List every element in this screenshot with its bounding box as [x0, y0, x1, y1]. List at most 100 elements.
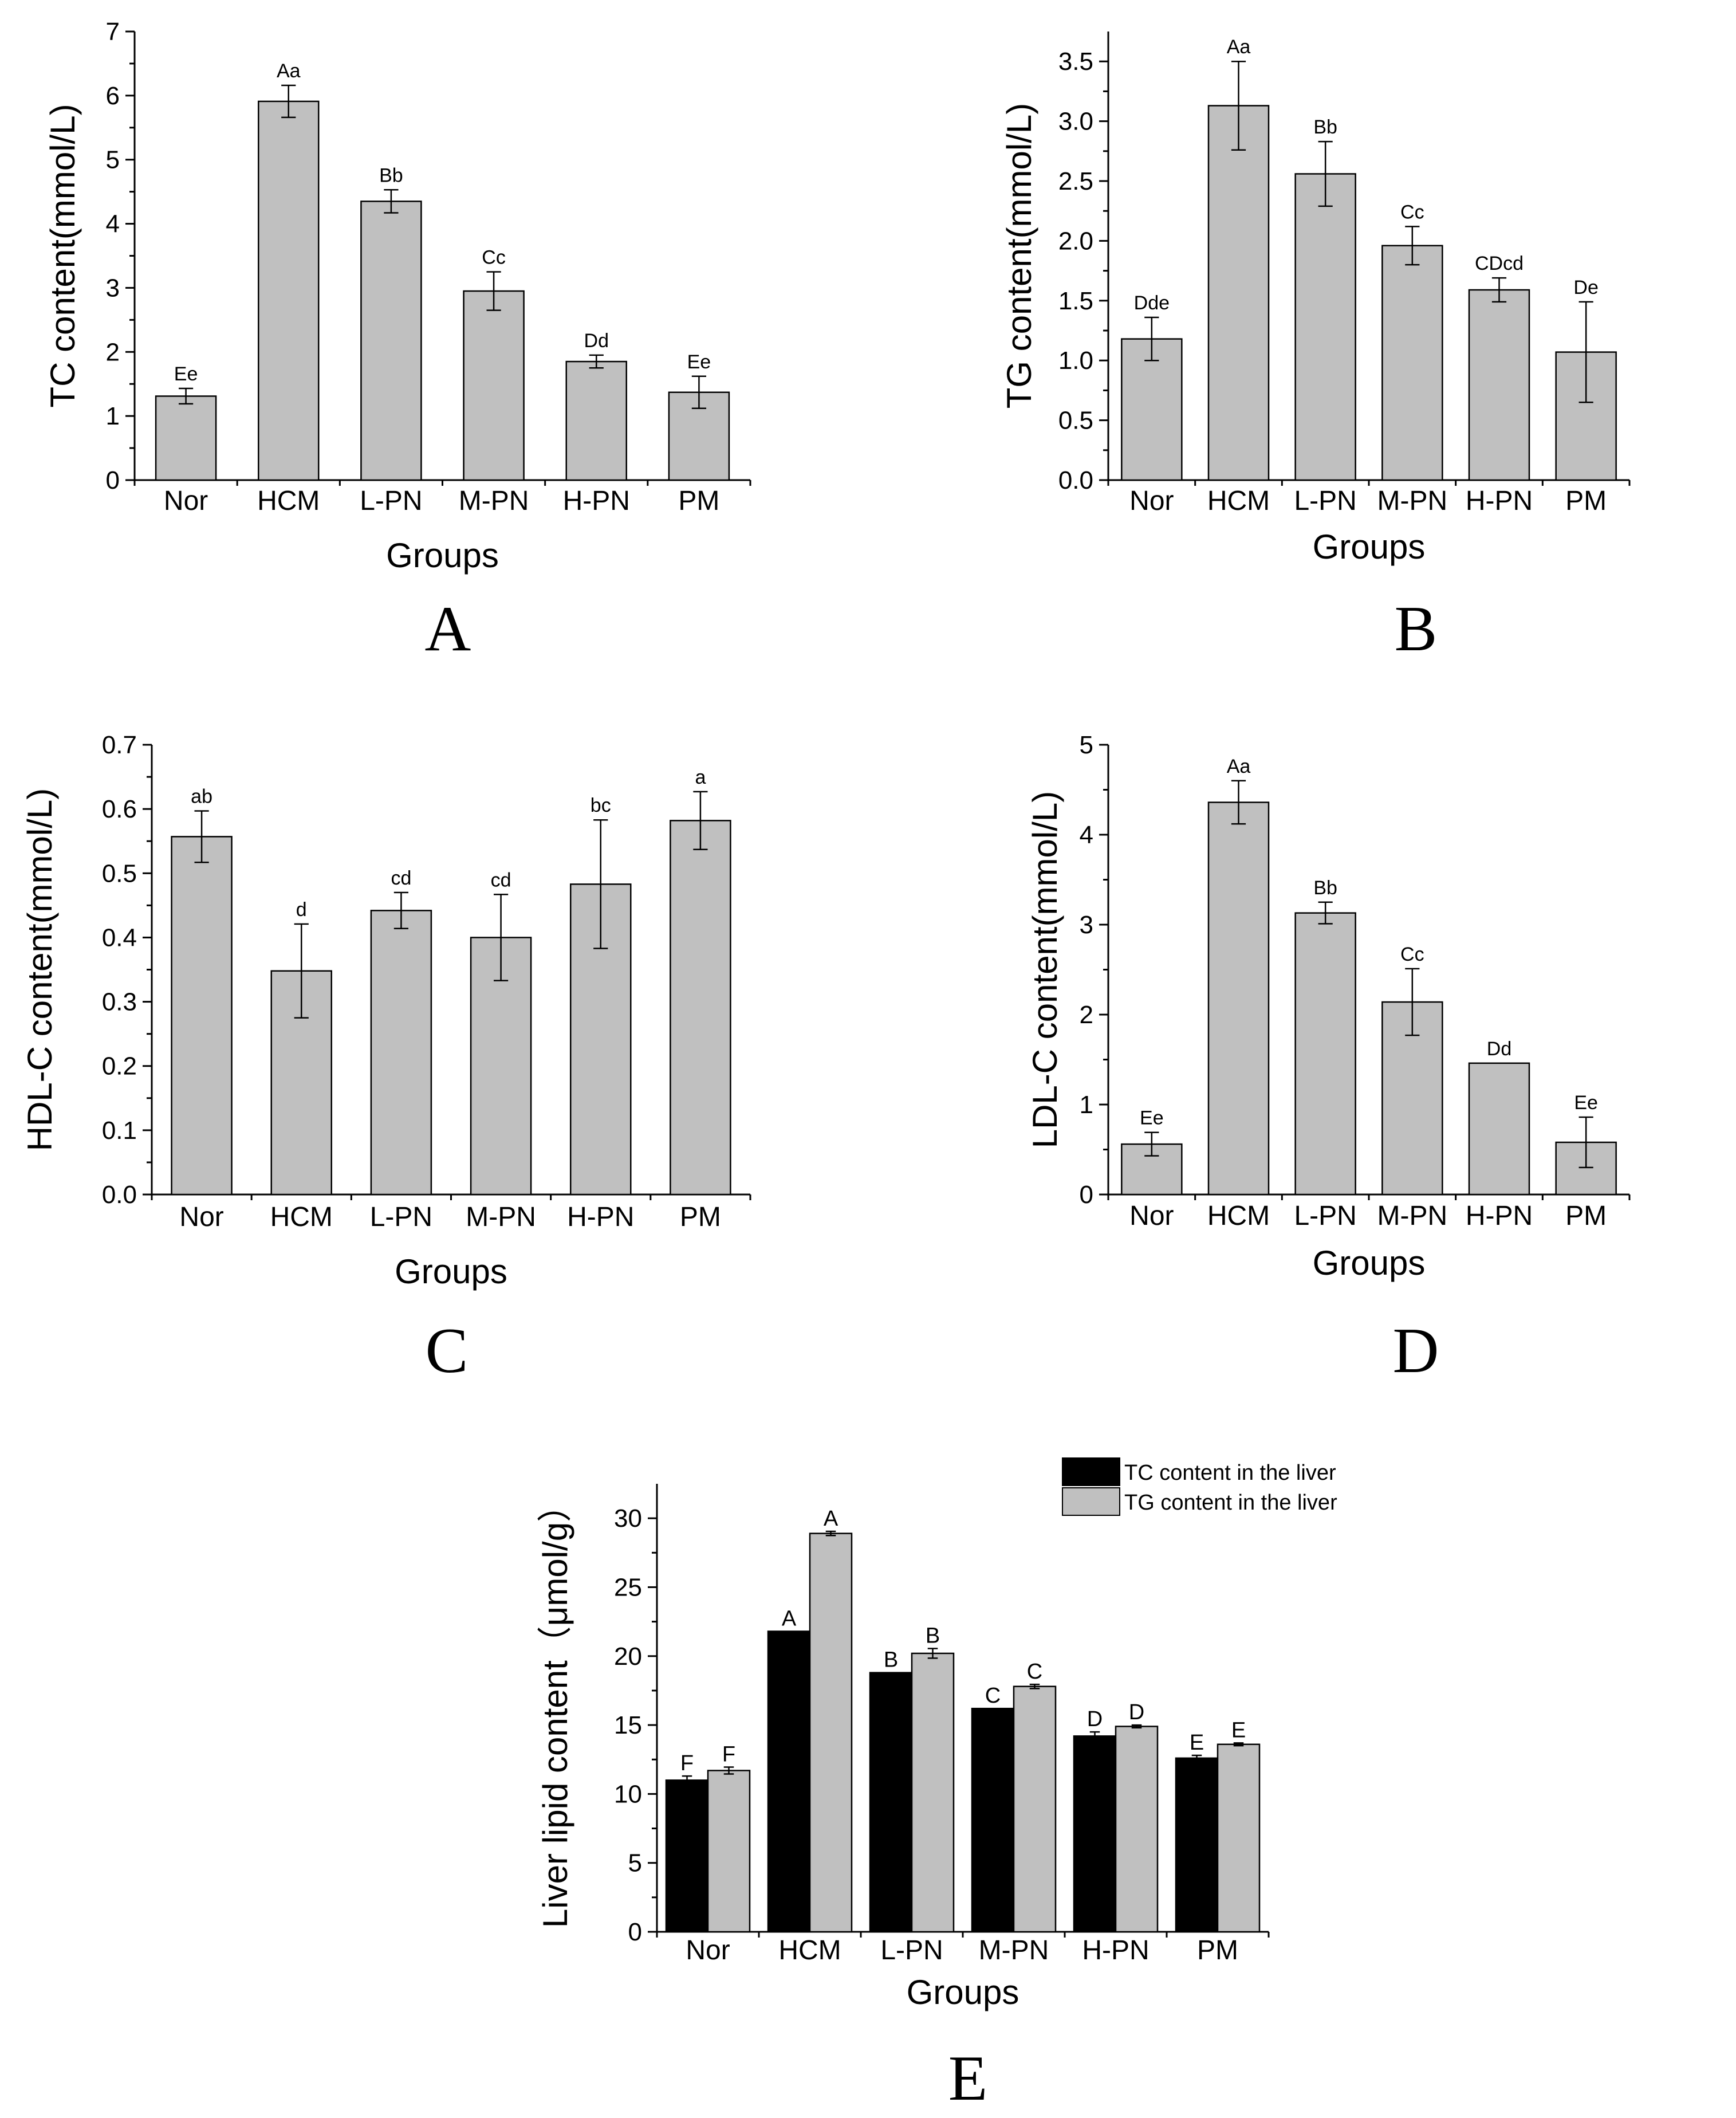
y-tick-label: 0: [106, 466, 120, 494]
y-tick-label: 0.0: [1058, 466, 1093, 494]
significance-label: Cc: [1400, 201, 1424, 223]
significance-label: Aa: [277, 60, 301, 82]
bar: [809, 1532, 853, 1933]
y-tick-label: 2.5: [1058, 167, 1093, 195]
x-tick-label: Nor: [686, 1935, 730, 1966]
legend-label: TC content in the liver: [1124, 1461, 1336, 1485]
x-tick-label: HCM: [270, 1202, 333, 1232]
y-tick-label: 10: [614, 1780, 642, 1808]
significance-label: Aa: [1227, 36, 1251, 58]
x-tick-label: H-PN: [563, 486, 630, 516]
significance-label: Aa: [1227, 756, 1251, 777]
y-tick-label: 1: [1080, 1091, 1093, 1119]
y-tick-label: 5: [106, 146, 120, 174]
legend-label: TG content in the liver: [1124, 1491, 1337, 1515]
x-tick-label: M-PN: [979, 1935, 1049, 1966]
y-tick-label: 2: [1080, 1001, 1093, 1029]
x-tick-label: M-PN: [466, 1202, 536, 1232]
y-tick-label: 2: [106, 338, 120, 366]
y-tick-label: 20: [614, 1642, 642, 1671]
legend-swatch: [1062, 1457, 1120, 1486]
x-tick-label: PM: [678, 486, 719, 516]
significance-label: cd: [391, 867, 411, 889]
significance-label: Cc: [482, 246, 506, 268]
y-tick-label: 0.1: [102, 1117, 137, 1145]
y-tick-label: 3: [106, 274, 120, 302]
significance-label: Ee: [174, 363, 198, 385]
x-tick-label: H-PN: [1082, 1935, 1149, 1966]
x-tick-label: Nor: [164, 486, 208, 516]
significance-label: Dd: [584, 330, 609, 352]
bar: [258, 100, 320, 481]
x-tick-label: L-PN: [1294, 1201, 1356, 1231]
bar: [171, 836, 233, 1196]
x-tick-label: HCM: [257, 486, 320, 516]
significance-label: D: [1129, 1700, 1144, 1724]
y-tick-label: 0.6: [102, 795, 137, 823]
x-tick-label: PM: [1197, 1935, 1238, 1966]
x-tick-label: Nor: [1129, 1201, 1174, 1231]
x-tick-label: HCM: [1207, 1201, 1270, 1231]
y-tick-label: 6: [106, 82, 120, 110]
bar: [1294, 912, 1356, 1196]
significance-label: cd: [491, 869, 511, 891]
y-tick-label: 0.2: [102, 1052, 137, 1080]
significance-label: De: [1573, 277, 1598, 298]
bar: [1175, 1757, 1219, 1933]
y-tick-label: 0.5: [1058, 407, 1093, 435]
y-tick-label: 4: [106, 210, 120, 238]
panel-label: B: [1395, 594, 1438, 665]
x-axis-title: Groups: [395, 1252, 507, 1291]
bar: [1217, 1743, 1261, 1933]
bar: [1207, 105, 1270, 481]
y-tick-label: 3.5: [1058, 48, 1093, 76]
y-tick-label: 0.0: [102, 1181, 137, 1209]
significance-label: B: [884, 1648, 898, 1672]
x-tick-label: H-PN: [1466, 1201, 1533, 1231]
chart-panel-a: 0 1 2 3 4 5 6 7 Nor HCM L-PN M-PN H-PN PM Groups TC con…: [44, 18, 751, 665]
y-tick-label: 15: [614, 1711, 642, 1739]
significance-label: Bb: [1313, 877, 1337, 899]
x-tick-label: H-PN: [567, 1202, 634, 1232]
y-axis-title: HDL-C content(mmol/L): [21, 788, 59, 1152]
bar: [1073, 1735, 1117, 1933]
bar: [670, 820, 731, 1196]
x-axis-title: Groups: [907, 1973, 1019, 2011]
chart-panel-e: 0 5 10 15 20 25 30 Nor HCM L-PN M-PN H-PN PM Groups Li…: [536, 1457, 1337, 2114]
significance-label: Ee: [1140, 1107, 1164, 1129]
y-tick-label: 0.5: [102, 859, 137, 887]
x-tick-label: PM: [1565, 1201, 1607, 1231]
significance-label: A: [824, 1507, 839, 1531]
bar: [971, 1707, 1015, 1933]
x-tick-label: HCM: [1207, 486, 1270, 516]
bar: [1207, 801, 1270, 1196]
significance-label: bc: [591, 795, 611, 816]
bar: [1468, 1062, 1530, 1196]
bar: [869, 1672, 913, 1933]
bar: [1468, 289, 1530, 481]
y-tick-label: 3: [1080, 911, 1093, 939]
x-tick-label: Nor: [1129, 486, 1174, 516]
y-tick-label: 0.7: [102, 731, 137, 759]
significance-label: Cc: [1400, 944, 1424, 965]
bar: [707, 1770, 751, 1933]
bar: [767, 1630, 811, 1933]
chart-panel-b: 0.0 0.5 1.0 1.5 2.0 2.5 3.0 3.5 Nor HCM L-PN M-PN H-…: [1000, 32, 1631, 665]
x-tick-label: HCM: [778, 1935, 841, 1966]
bar: [1294, 173, 1356, 481]
bar: [911, 1652, 955, 1933]
y-tick-label: 7: [106, 18, 120, 46]
y-tick-label: 1.0: [1058, 347, 1093, 375]
y-tick-label: 25: [614, 1573, 642, 1601]
x-tick-label: M-PN: [1377, 486, 1448, 516]
significance-label: Ee: [1574, 1092, 1598, 1114]
bar: [370, 910, 432, 1196]
y-axis-title: Liver lipid content（μmol/g）: [536, 1488, 574, 1928]
significance-label: d: [296, 899, 307, 921]
y-axis-title: TC content(mmol/L): [44, 104, 82, 407]
bar: [1121, 338, 1183, 481]
chart-panel-c: 0.0 0.1 0.2 0.3 0.4 0.5 0.6 0.7 Nor HCM L-PN M-PN H-…: [21, 731, 751, 1386]
y-tick-label: 3.0: [1058, 108, 1093, 136]
significance-label: B: [926, 1624, 940, 1648]
x-tick-label: L-PN: [360, 486, 422, 516]
